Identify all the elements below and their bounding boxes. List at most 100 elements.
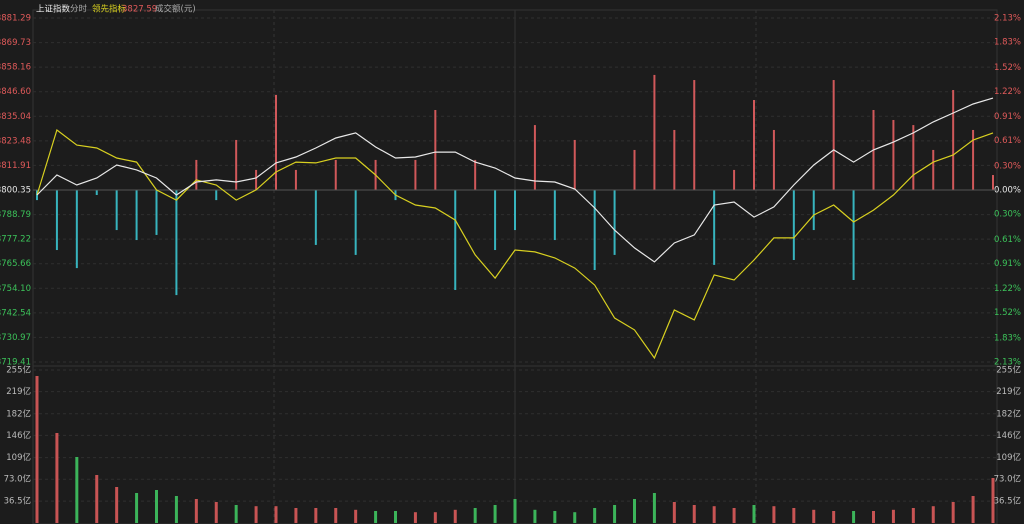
breadth-bar (533, 125, 536, 190)
volume-bar (254, 506, 258, 523)
y2-tick-label: 0.91% (994, 259, 1021, 269)
volume-bar (453, 509, 457, 523)
volume-bar (573, 512, 577, 523)
breadth-bar (713, 190, 716, 265)
y2-tick-label: 109亿 (996, 452, 1021, 463)
breadth-bar (852, 190, 855, 280)
volume-bar (593, 508, 597, 523)
breadth-bar (474, 159, 477, 190)
y-tick-label: 3719.41 (0, 358, 31, 368)
y2-tick-label: 73.0亿 (994, 474, 1021, 485)
breadth-bar (693, 80, 696, 190)
breadth-bar (434, 109, 437, 190)
volume-bar (274, 506, 278, 523)
volume-bar (55, 433, 59, 523)
breadth-bar (255, 169, 258, 190)
volume-bar (772, 506, 776, 523)
y-tick-label: 3835.04 (0, 112, 31, 122)
volume-bar (692, 505, 696, 523)
volume-title: 成交额(元) (155, 4, 196, 15)
volume-bar (95, 475, 99, 523)
volume-bar (394, 511, 397, 523)
y2-tick-label: 255亿 (996, 365, 1021, 376)
volume-bar (792, 508, 796, 523)
volume-bar (75, 457, 79, 523)
breadth-bar (354, 190, 357, 255)
volume-bar (991, 478, 995, 523)
y-tick-label: 182亿 (6, 408, 31, 419)
y2-tick-label: 146亿 (996, 430, 1021, 441)
y-tick-label: 146亿 (6, 430, 31, 441)
breadth-bar (753, 100, 755, 190)
volume-bar (652, 493, 656, 523)
breadth-bar (772, 129, 775, 190)
breadth-bar (294, 169, 297, 190)
volume-bar (35, 376, 39, 523)
y-tick-label: 3742.54 (0, 308, 31, 318)
y-tick-label: 3881.29 (0, 14, 31, 24)
breadth-bar (155, 190, 158, 235)
breadth-bar (215, 190, 218, 201)
breadth-bar (334, 159, 337, 190)
frame (32, 9, 998, 524)
y2-tick-label: 2.13% (994, 14, 1021, 24)
volume-bar (931, 506, 935, 523)
y-tick-label: 219亿 (6, 386, 31, 397)
volume-bar (633, 499, 636, 523)
volume-bar (732, 508, 736, 523)
y-tick-label: 3800.35 (0, 186, 31, 196)
breadth-bar (792, 190, 795, 261)
volume-bar (234, 505, 238, 523)
y2-tick-label: 0.30% (994, 210, 1021, 220)
volume-bar (513, 499, 517, 523)
y2-tick-label: 1.52% (994, 63, 1021, 73)
y2-tick-label: 0.00% (994, 186, 1021, 196)
volume-bar (613, 505, 617, 523)
volume-bar (891, 509, 895, 523)
volume-bar (533, 509, 537, 523)
breadth-bar (55, 190, 58, 251)
breadth-bar (832, 80, 835, 190)
indicator-value: 3827.59 (122, 5, 157, 15)
period-tab[interactable]: 分时 (70, 4, 88, 15)
breadth-bar (613, 190, 616, 255)
breadth-bar (573, 139, 576, 190)
breadth-bar (175, 190, 178, 296)
y-tick-label: 3730.97 (0, 333, 31, 343)
volume-bar (473, 508, 477, 523)
y2-tick-label: 2.13% (994, 358, 1021, 368)
breadth-bar (992, 175, 994, 190)
breadth-bar (553, 190, 556, 241)
volume-bar (911, 508, 915, 523)
breadth-bar (673, 129, 676, 190)
y-tick-label: 3869.73 (0, 38, 31, 48)
breadth-bar (414, 159, 417, 190)
y-tick-label: 73.0亿 (4, 474, 31, 485)
volume-bar (194, 499, 198, 523)
breadth-bar (892, 119, 895, 190)
volume-bar (354, 509, 358, 523)
volume-bar (374, 511, 378, 523)
y-tick-label: 255亿 (6, 365, 31, 376)
volume-bar (294, 508, 298, 523)
breadth-bar (633, 149, 636, 190)
volume-bar (413, 512, 417, 523)
breadth-bar (454, 190, 457, 290)
y-tick-label: 3823.48 (0, 136, 31, 146)
breadth-bar (593, 190, 596, 271)
volume-bar (712, 506, 716, 523)
y2-tick-label: 36.5亿 (994, 496, 1021, 507)
breadth-bar (653, 74, 656, 190)
series-line (36, 129, 994, 360)
y2-tick-label: 0.61% (994, 235, 1021, 245)
volume-bar (752, 505, 756, 523)
y-tick-label: 3811.91 (0, 161, 31, 171)
y-tick-label: 3754.10 (0, 284, 31, 294)
y2-tick-label: 182亿 (996, 408, 1021, 419)
breadth-bar (912, 125, 915, 190)
volume-bar (155, 490, 158, 523)
y-tick-label: 3765.66 (0, 259, 31, 269)
y2-tick-label: 1.22% (994, 284, 1021, 294)
